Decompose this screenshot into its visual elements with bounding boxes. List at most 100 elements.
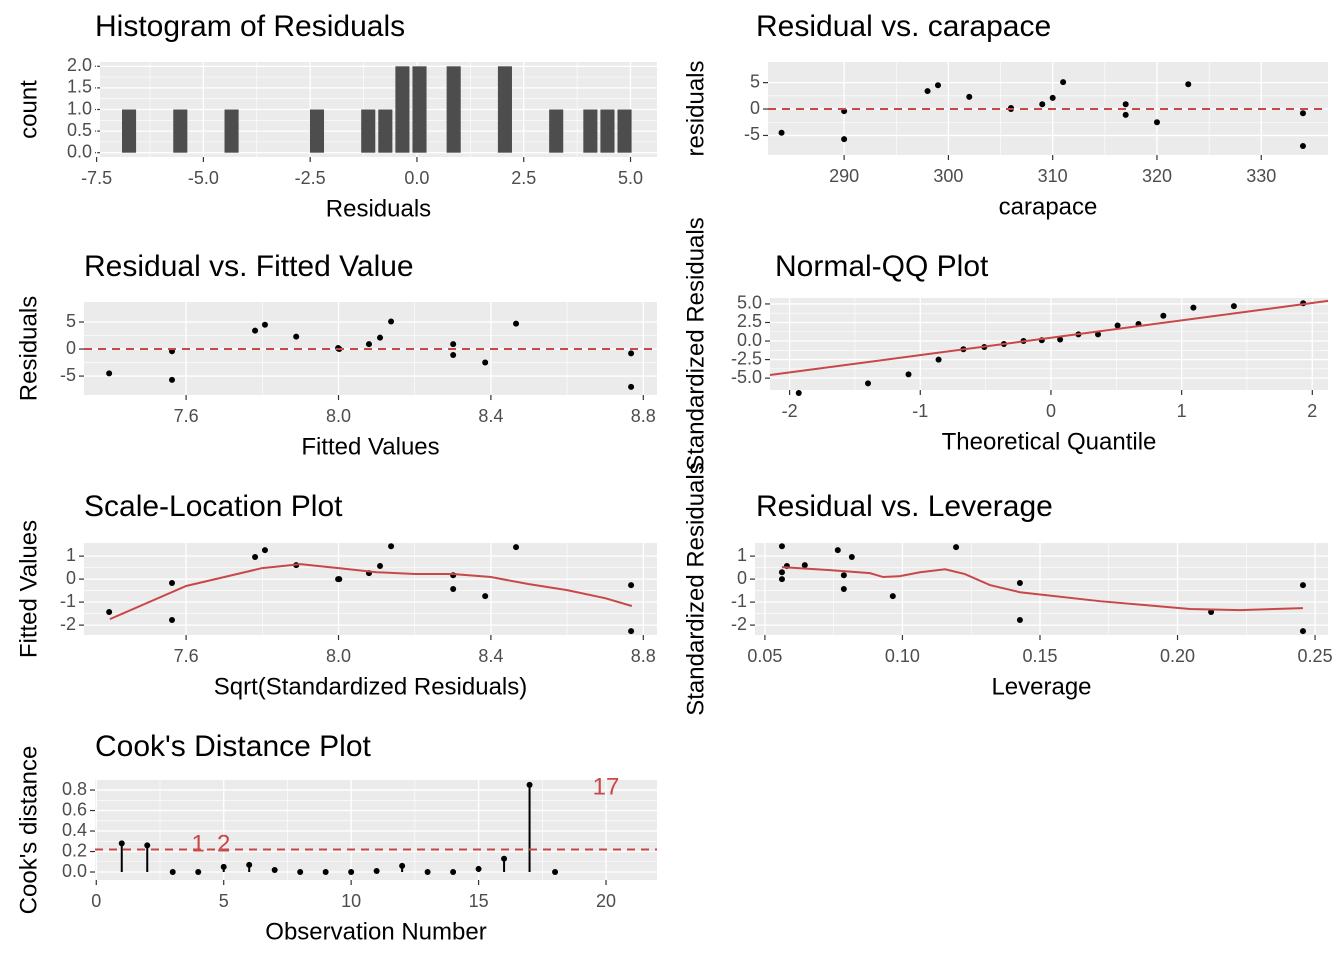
y-tick-label: 0.8 [62, 779, 87, 799]
bar [412, 66, 427, 153]
point [118, 840, 125, 847]
point [1060, 79, 1067, 86]
point [169, 580, 176, 587]
point [482, 593, 489, 600]
point [450, 586, 457, 592]
y-tick-label: 1.0 [67, 98, 92, 118]
y-axis-title: count [15, 80, 42, 139]
y-tick-label: -2 [731, 614, 747, 634]
y-tick-label: -5.0 [731, 367, 762, 387]
panel-background [95, 780, 657, 880]
y-tick-label: 1 [66, 545, 76, 565]
point [261, 547, 268, 554]
point [336, 576, 343, 583]
y-tick-label: 1.5 [67, 77, 92, 97]
point [834, 547, 841, 554]
y-axis-title: Standardized Residuals [682, 462, 709, 716]
point [450, 341, 457, 348]
point [1230, 303, 1237, 310]
point [966, 93, 973, 100]
point [1299, 628, 1306, 635]
panel: -2 -1 0 1 0.05 0.10 0.15 0.20 0.25 Residual vs. L… [682, 462, 1332, 716]
x-tick-label: 1 [1177, 401, 1187, 421]
y-axis-title: Residuals [15, 296, 42, 401]
point [889, 593, 896, 600]
panel-title: Residual vs. Fitted Value [84, 250, 414, 283]
y-tick-label: 0.0 [62, 861, 87, 881]
point [778, 543, 785, 550]
point [841, 136, 848, 143]
qq-line [769, 299, 1329, 377]
x-axis-title: Observation Number [265, 918, 486, 945]
y-tick-label: 0.5 [67, 120, 92, 140]
panel-title: Scale-Location Plot [84, 490, 343, 523]
point [1185, 81, 1192, 88]
y-tick-label: 5 [66, 311, 76, 331]
point [377, 563, 384, 569]
x-axis-title: Leverage [991, 673, 1091, 700]
panel-title: Residual vs. carapace [756, 10, 1051, 43]
bar [224, 109, 239, 153]
y-tick-label: -5 [744, 124, 760, 144]
bar [122, 109, 137, 153]
point [169, 869, 176, 876]
y-tick-label: -2 [60, 614, 76, 634]
point [935, 356, 942, 363]
x-tick-label: 8.4 [478, 406, 503, 426]
point [482, 359, 489, 366]
x-tick-label: 0.05 [747, 646, 782, 666]
x-tick-label: 7.6 [174, 646, 199, 666]
point [778, 569, 785, 576]
point [261, 321, 268, 328]
point [252, 554, 259, 561]
point [252, 327, 259, 334]
point [865, 380, 872, 387]
x-tick-label: 5.0 [618, 168, 643, 188]
x-tick-label: 15 [469, 891, 489, 911]
point [1016, 580, 1023, 587]
outlier-label: 2 [217, 831, 230, 858]
y-axis-title: Fitted Values [15, 520, 42, 658]
x-tick-label: 8.4 [478, 646, 503, 666]
point [628, 582, 635, 589]
panel: 0.00.20.40.60.8 0 5 10 15 20 Cook's Distance P… [15, 730, 657, 945]
y-tick-label: -5 [60, 365, 76, 385]
panel-title: Residual vs. Leverage [756, 490, 1053, 523]
bar [549, 109, 564, 153]
x-tick-label: -7.5 [81, 168, 112, 188]
outlier-label: 1 [192, 831, 205, 858]
point [1049, 94, 1056, 101]
panel-title: Normal-QQ Plot [775, 250, 989, 283]
point [450, 869, 457, 876]
panel-title: Histogram of Residuals [95, 10, 405, 43]
point [169, 617, 176, 624]
point [628, 628, 635, 635]
point [1016, 617, 1023, 624]
panel: -5.0-2.50.02.55.0 -2 -1 0 1 2 Normal-QQ Plot Th… [682, 217, 1329, 471]
x-tick-label: 2 [1307, 401, 1317, 421]
bar [583, 109, 598, 153]
point [1299, 143, 1306, 150]
y-tick-label: 0.4 [62, 820, 87, 840]
point [271, 866, 278, 873]
y-tick-label: 0 [737, 568, 747, 588]
x-tick-label: 0.0 [404, 168, 429, 188]
point [905, 371, 912, 378]
point [377, 334, 384, 341]
panel: -5 0 5 7.6 8.0 8.4 8.8 Residual vs. Fitted Valu… [15, 250, 657, 460]
point [348, 869, 355, 876]
bar [378, 109, 393, 153]
point [1039, 101, 1046, 108]
x-tick-label: 300 [933, 166, 963, 186]
panel-title: Cook's Distance Plot [95, 730, 372, 763]
point [220, 863, 227, 870]
panel: 0.00.51.01.52.0-7.5 -5.0 -2.5 0.0 2.5 5.0Hist… [15, 10, 657, 222]
x-tick-label: 8.8 [631, 646, 656, 666]
y-tick-label: 0 [750, 98, 760, 118]
x-axis-title: Residuals [326, 195, 431, 222]
point [297, 869, 304, 876]
point [365, 341, 372, 348]
point [293, 333, 300, 340]
y-tick-label: 0.6 [62, 799, 87, 819]
bar [497, 66, 512, 153]
